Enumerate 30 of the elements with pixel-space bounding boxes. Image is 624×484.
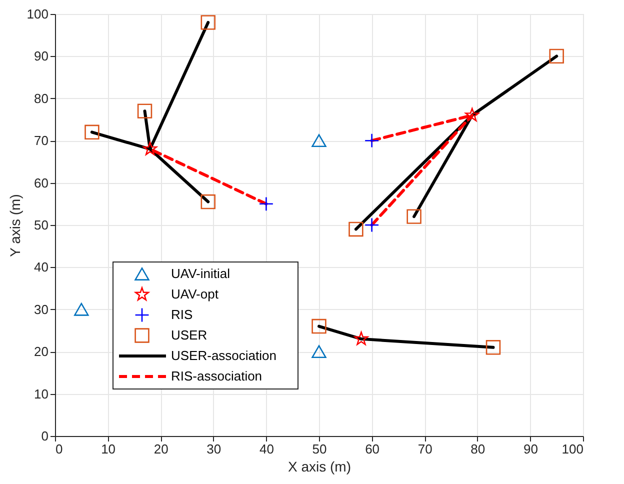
y-tick-label: 50 (34, 218, 48, 232)
legend-label: RIS (171, 307, 193, 322)
y-tick-label: 80 (34, 90, 48, 106)
legend-label: RIS-association (171, 368, 262, 384)
legend-label: USER-association (171, 348, 276, 363)
x-tick-label: 0 (56, 442, 63, 456)
y-tick-label: 40 (34, 260, 48, 275)
y-tick-label: 60 (34, 175, 48, 190)
x-axis-title: X axis (m) (288, 458, 351, 474)
y-tick-label: 100 (26, 6, 48, 22)
x-tick-label: 10 (101, 442, 116, 456)
legend-label: UAV-initial (171, 266, 230, 281)
x-tick-label: 70 (418, 442, 432, 456)
x-tick-label: 60 (365, 442, 380, 456)
y-tick-label: 90 (34, 48, 48, 64)
x-tick-label: 40 (259, 442, 274, 456)
y-tick-label: 10 (34, 386, 48, 402)
x-tick-label: 100 (562, 442, 584, 456)
y-tick-label: 30 (34, 302, 48, 317)
x-tick-label: 50 (312, 442, 327, 456)
y-tick-label: 0 (41, 428, 48, 444)
x-tick-label: 30 (206, 442, 222, 456)
x-tick-label: 90 (523, 442, 538, 456)
legend-label: UAV-opt (171, 286, 219, 302)
x-tick-label: 20 (154, 442, 168, 456)
y-axis-title: Y axis (m) (6, 194, 23, 257)
legend-label: USER (171, 328, 208, 342)
y-tick-label: 70 (34, 133, 48, 148)
y-tick-label: 20 (34, 344, 48, 360)
x-tick-label: 80 (470, 442, 486, 456)
